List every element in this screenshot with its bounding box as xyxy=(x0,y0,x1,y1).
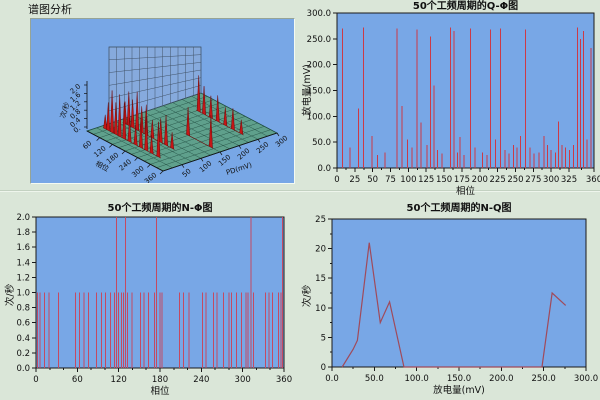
svg-text:0.0: 0.0 xyxy=(325,374,339,384)
svg-text:300.0: 300.0 xyxy=(307,9,331,19)
svg-text:0.4: 0.4 xyxy=(16,334,30,344)
stem-series xyxy=(36,217,284,368)
y-axis-ticks: 2.0 1.8 1.6 1.4 1.2 1.0 0.8 0.6 0.4 0.2 0.0 xyxy=(16,213,36,374)
svg-text:0.: 0. xyxy=(72,124,82,134)
svg-text:0: 0 xyxy=(33,375,38,385)
svg-text:0.0: 0.0 xyxy=(317,164,331,174)
svg-text:50.0: 50.0 xyxy=(365,374,384,384)
spectrum-analysis-label: 谱图分析 xyxy=(28,3,72,16)
stem-series xyxy=(342,27,592,168)
svg-text:0: 0 xyxy=(334,175,339,185)
q-phi-chart: 50个工频周期的Q-Φ图300.0250.0200.0150.0100.050.… xyxy=(301,0,600,197)
svg-text:0: 0 xyxy=(321,363,326,373)
line-series xyxy=(341,242,567,368)
svg-text:25: 25 xyxy=(349,175,360,185)
svg-text:100.0: 100.0 xyxy=(404,374,428,384)
n-q-chart: 50个工频周期的N-Q图 25 20 15 10 5 00.0 50.0 100.0 150.0 2… xyxy=(301,201,598,396)
svg-text:1.4: 1.4 xyxy=(16,258,30,268)
svg-text:225: 225 xyxy=(490,175,506,185)
chart-title: 50个工频周期的N-Φ图 xyxy=(108,201,213,214)
svg-text:150.0: 150.0 xyxy=(307,87,331,97)
y-axis-ticks: 300.0 250.0 200.0 150.0 100.0 50.0 0.0 xyxy=(307,9,337,174)
svg-text:360: 360 xyxy=(276,375,292,385)
svg-text:1.6: 1.6 xyxy=(16,243,30,253)
svg-text:360: 360 xyxy=(143,171,158,184)
svg-text:1.0: 1.0 xyxy=(16,289,30,299)
svg-text:325: 325 xyxy=(561,175,577,185)
y-axis-label: 次/秒 xyxy=(301,284,313,307)
svg-text:300: 300 xyxy=(543,175,559,185)
svg-text:1.8: 1.8 xyxy=(16,228,30,238)
svg-text:50.0: 50.0 xyxy=(312,138,331,148)
chart-title: 50个工频周期的Q-Φ图 xyxy=(413,0,518,12)
svg-text:250: 250 xyxy=(507,175,523,185)
svg-text:60: 60 xyxy=(72,375,83,385)
svg-text:2.0: 2.0 xyxy=(16,213,30,223)
chart-title: 50个工频周期的N-Q图 xyxy=(407,201,512,214)
svg-text:0.0: 0.0 xyxy=(16,364,30,374)
svg-text:50: 50 xyxy=(367,175,378,185)
x-axis-ticks: 0 25 50 75 100 125 150 175 200 225 250 275 300 325 360 xyxy=(334,168,600,185)
svg-text:20: 20 xyxy=(315,245,326,255)
svg-text:150.0: 150.0 xyxy=(447,374,471,384)
svg-text:0.2: 0.2 xyxy=(16,349,30,359)
svg-text:15: 15 xyxy=(315,274,326,284)
x-axis-label: 相位 xyxy=(150,385,170,397)
ridge-series xyxy=(185,107,214,149)
svg-text:1.2: 1.2 xyxy=(16,273,30,283)
x-axis-label: 放电量(mV) xyxy=(433,384,485,396)
y-axis-label: 次/秒 xyxy=(4,283,16,306)
svg-text:175: 175 xyxy=(454,175,470,185)
svg-text:180: 180 xyxy=(152,375,168,385)
svg-text:200.0: 200.0 xyxy=(489,374,513,384)
svg-text:360: 360 xyxy=(586,175,600,185)
svg-text:0.8: 0.8 xyxy=(16,304,30,314)
ridge-series xyxy=(102,90,161,159)
svg-text:150: 150 xyxy=(436,175,452,185)
y-axis-label: 放电量(mV) xyxy=(301,64,313,116)
svg-text:5: 5 xyxy=(321,333,326,343)
svg-text:0.6: 0.6 xyxy=(16,319,30,329)
svg-text:100: 100 xyxy=(400,175,416,185)
y-axis-ticks: 25 20 15 10 5 0 xyxy=(315,215,332,373)
svg-text:200.0: 200.0 xyxy=(307,61,331,71)
panel-divider xyxy=(0,190,600,192)
svg-text:75: 75 xyxy=(385,175,396,185)
svg-text:240: 240 xyxy=(193,375,209,385)
plot-area xyxy=(336,12,595,169)
svg-text:275: 275 xyxy=(525,175,541,185)
x-axis-label: 相位 xyxy=(456,185,476,197)
svg-text:125: 125 xyxy=(418,175,434,185)
plot-area xyxy=(331,218,587,368)
ridge-series xyxy=(122,91,175,150)
svg-text:25: 25 xyxy=(315,215,326,225)
svg-text:100.0: 100.0 xyxy=(307,112,331,122)
svg-text:10: 10 xyxy=(315,304,326,314)
svg-text:120: 120 xyxy=(111,375,127,385)
svg-text:300.0: 300.0 xyxy=(574,374,598,384)
svg-text:250.0: 250.0 xyxy=(531,374,555,384)
svg-text:200: 200 xyxy=(472,175,488,185)
x-axis-ticks: 0.0 50.0 100.0 150.0 200.0 250.0 300.0 xyxy=(325,367,598,384)
ridge-series xyxy=(196,75,244,136)
svg-text:50: 50 xyxy=(181,167,193,179)
svg-text:300: 300 xyxy=(235,375,251,385)
svg-text:60: 60 xyxy=(81,139,93,151)
svg-text:250.0: 250.0 xyxy=(307,35,331,45)
n-phi-chart: 50个工频周期的N-Φ图 2.0 1.8 1.6 1.4 1.2 1.0 0.8 0.6 0.4 0… xyxy=(4,201,292,397)
x-axis-ticks: 0 60 120 180 240 300 360 xyxy=(33,368,292,385)
